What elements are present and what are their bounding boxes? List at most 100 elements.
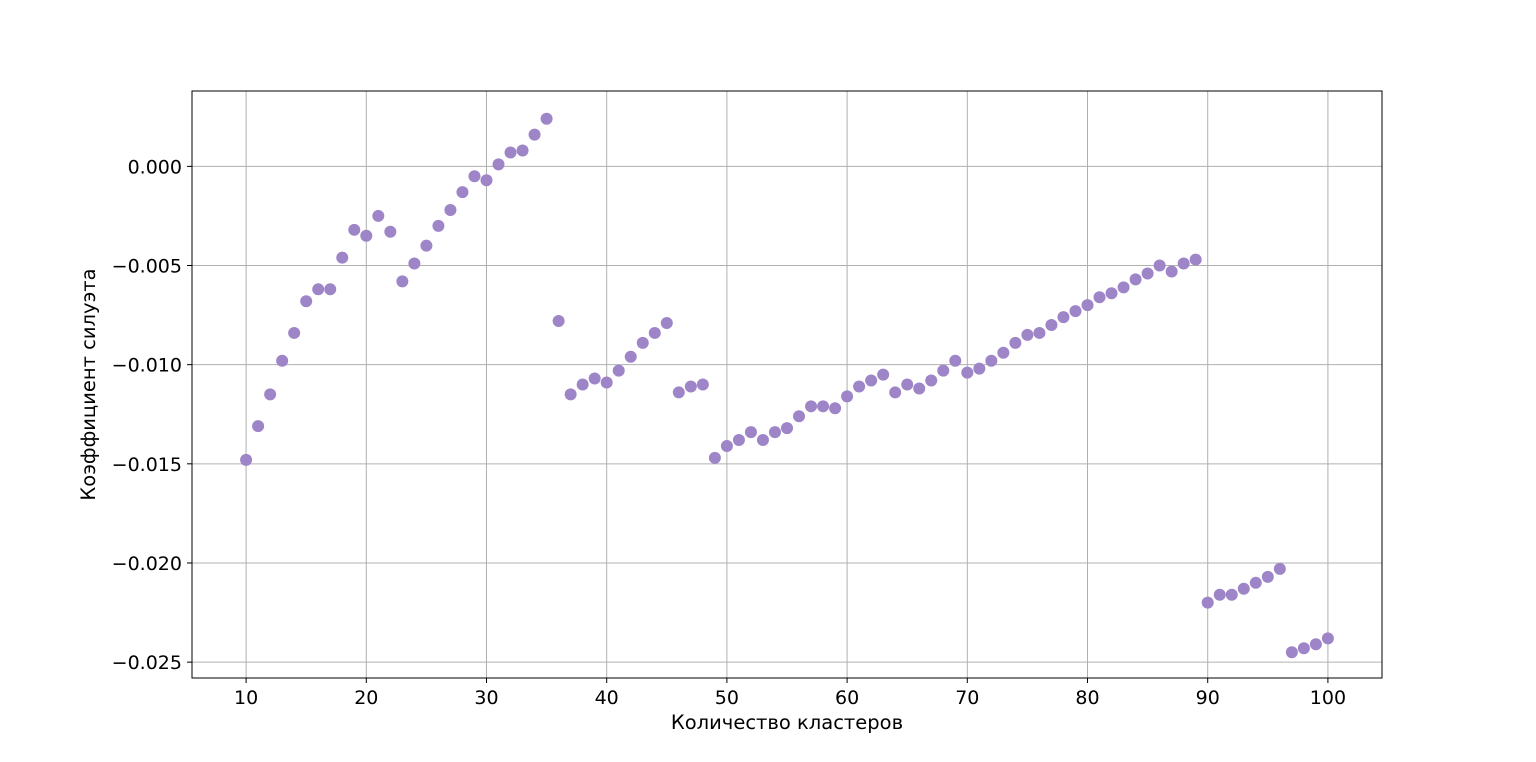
data-point: [684, 380, 697, 393]
x-tick-label: 70: [955, 687, 979, 709]
data-point: [1201, 596, 1214, 609]
data-point: [288, 326, 301, 339]
data-point: [1273, 562, 1286, 575]
data-point: [1189, 253, 1202, 266]
data-point: [636, 336, 649, 349]
y-tick-label: −0.005: [112, 256, 182, 278]
data-point: [913, 382, 926, 395]
y-tick-label: −0.015: [112, 454, 182, 476]
data-point: [1093, 291, 1106, 304]
data-point: [360, 229, 373, 242]
data-point: [781, 422, 793, 435]
data-point: [720, 439, 733, 452]
data-point: [1057, 311, 1070, 324]
data-point: [492, 158, 505, 171]
x-tick-label: 30: [474, 687, 498, 709]
data-point: [576, 378, 589, 391]
data-point: [829, 402, 842, 415]
data-point: [504, 146, 517, 159]
data-point: [264, 388, 277, 401]
data-point: [696, 378, 709, 391]
data-point: [1321, 632, 1334, 645]
y-axis-ticks: 0.000 −0.005 −0.010 −0.015 −0.020 −0.025: [112, 156, 192, 674]
data-point: [1105, 287, 1118, 300]
data-point: [1153, 259, 1166, 272]
data-point: [408, 257, 421, 270]
data-point: [865, 374, 878, 387]
data-point: [516, 144, 529, 157]
data-point: [276, 354, 289, 367]
data-point: [672, 386, 685, 399]
data-point: [961, 366, 974, 379]
data-point: [708, 451, 721, 464]
data-point: [793, 410, 806, 423]
data-point: [552, 315, 565, 328]
x-tick-label: 40: [595, 687, 619, 709]
x-tick-label: 10: [234, 687, 258, 709]
data-point: [997, 346, 1010, 359]
data-point: [817, 400, 830, 413]
data-point: [1249, 576, 1262, 589]
data-point: [1117, 281, 1130, 294]
data-point: [1165, 265, 1178, 278]
y-tick-label: −0.010: [112, 355, 182, 377]
data-point: [564, 388, 577, 401]
data-point: [973, 362, 986, 375]
grid-lines: [192, 91, 1382, 678]
data-point: [456, 186, 469, 199]
data-points: [240, 112, 1334, 659]
data-point: [1297, 642, 1310, 655]
data-point: [1129, 273, 1142, 286]
data-point: [612, 364, 625, 377]
data-point: [768, 426, 781, 439]
data-point: [324, 283, 337, 296]
x-tick-label: 20: [354, 687, 378, 709]
x-tick-label: 90: [1196, 687, 1220, 709]
data-point: [1081, 299, 1094, 312]
data-point: [1021, 328, 1034, 341]
data-point: [252, 420, 265, 433]
plot-area-frame: [191, 90, 1383, 679]
data-point: [600, 376, 613, 389]
data-point: [240, 453, 253, 466]
data-point: [648, 326, 661, 339]
data-point: [480, 174, 493, 187]
data-point: [841, 390, 854, 403]
data-point: [420, 239, 433, 252]
data-point: [396, 275, 409, 288]
x-tick-label: 80: [1075, 687, 1099, 709]
data-point: [805, 400, 818, 413]
data-point: [624, 350, 637, 363]
y-tick-label: 0.000: [128, 156, 182, 178]
x-tick-label: 100: [1310, 687, 1346, 709]
data-point: [444, 203, 457, 216]
x-axis-title: Количество кластеров: [671, 711, 903, 734]
data-point: [432, 219, 445, 232]
data-point: [925, 374, 938, 387]
data-point: [660, 317, 673, 330]
data-point: [1225, 588, 1238, 601]
data-point: [1033, 326, 1046, 339]
data-point: [1261, 570, 1274, 583]
data-point: [528, 128, 541, 141]
data-point: [949, 354, 962, 367]
y-tick-label: −0.025: [112, 652, 182, 674]
y-tick-label: −0.020: [112, 553, 182, 575]
data-point: [348, 223, 361, 236]
data-point: [588, 372, 601, 385]
data-point: [1069, 305, 1082, 318]
data-point: [853, 380, 866, 393]
data-point: [889, 386, 902, 399]
data-point: [985, 354, 998, 367]
data-point: [336, 251, 349, 264]
data-point: [1309, 638, 1322, 651]
data-point: [540, 112, 553, 125]
data-point: [384, 225, 397, 238]
x-tick-label: 60: [835, 687, 859, 709]
x-axis-ticks: 10 20 30 40 50 60 70 80 90 100: [234, 678, 1346, 709]
data-point: [756, 434, 769, 447]
data-point: [468, 170, 481, 183]
data-point: [1141, 267, 1154, 280]
x-tick-label: 50: [715, 687, 739, 709]
data-point: [300, 295, 313, 308]
